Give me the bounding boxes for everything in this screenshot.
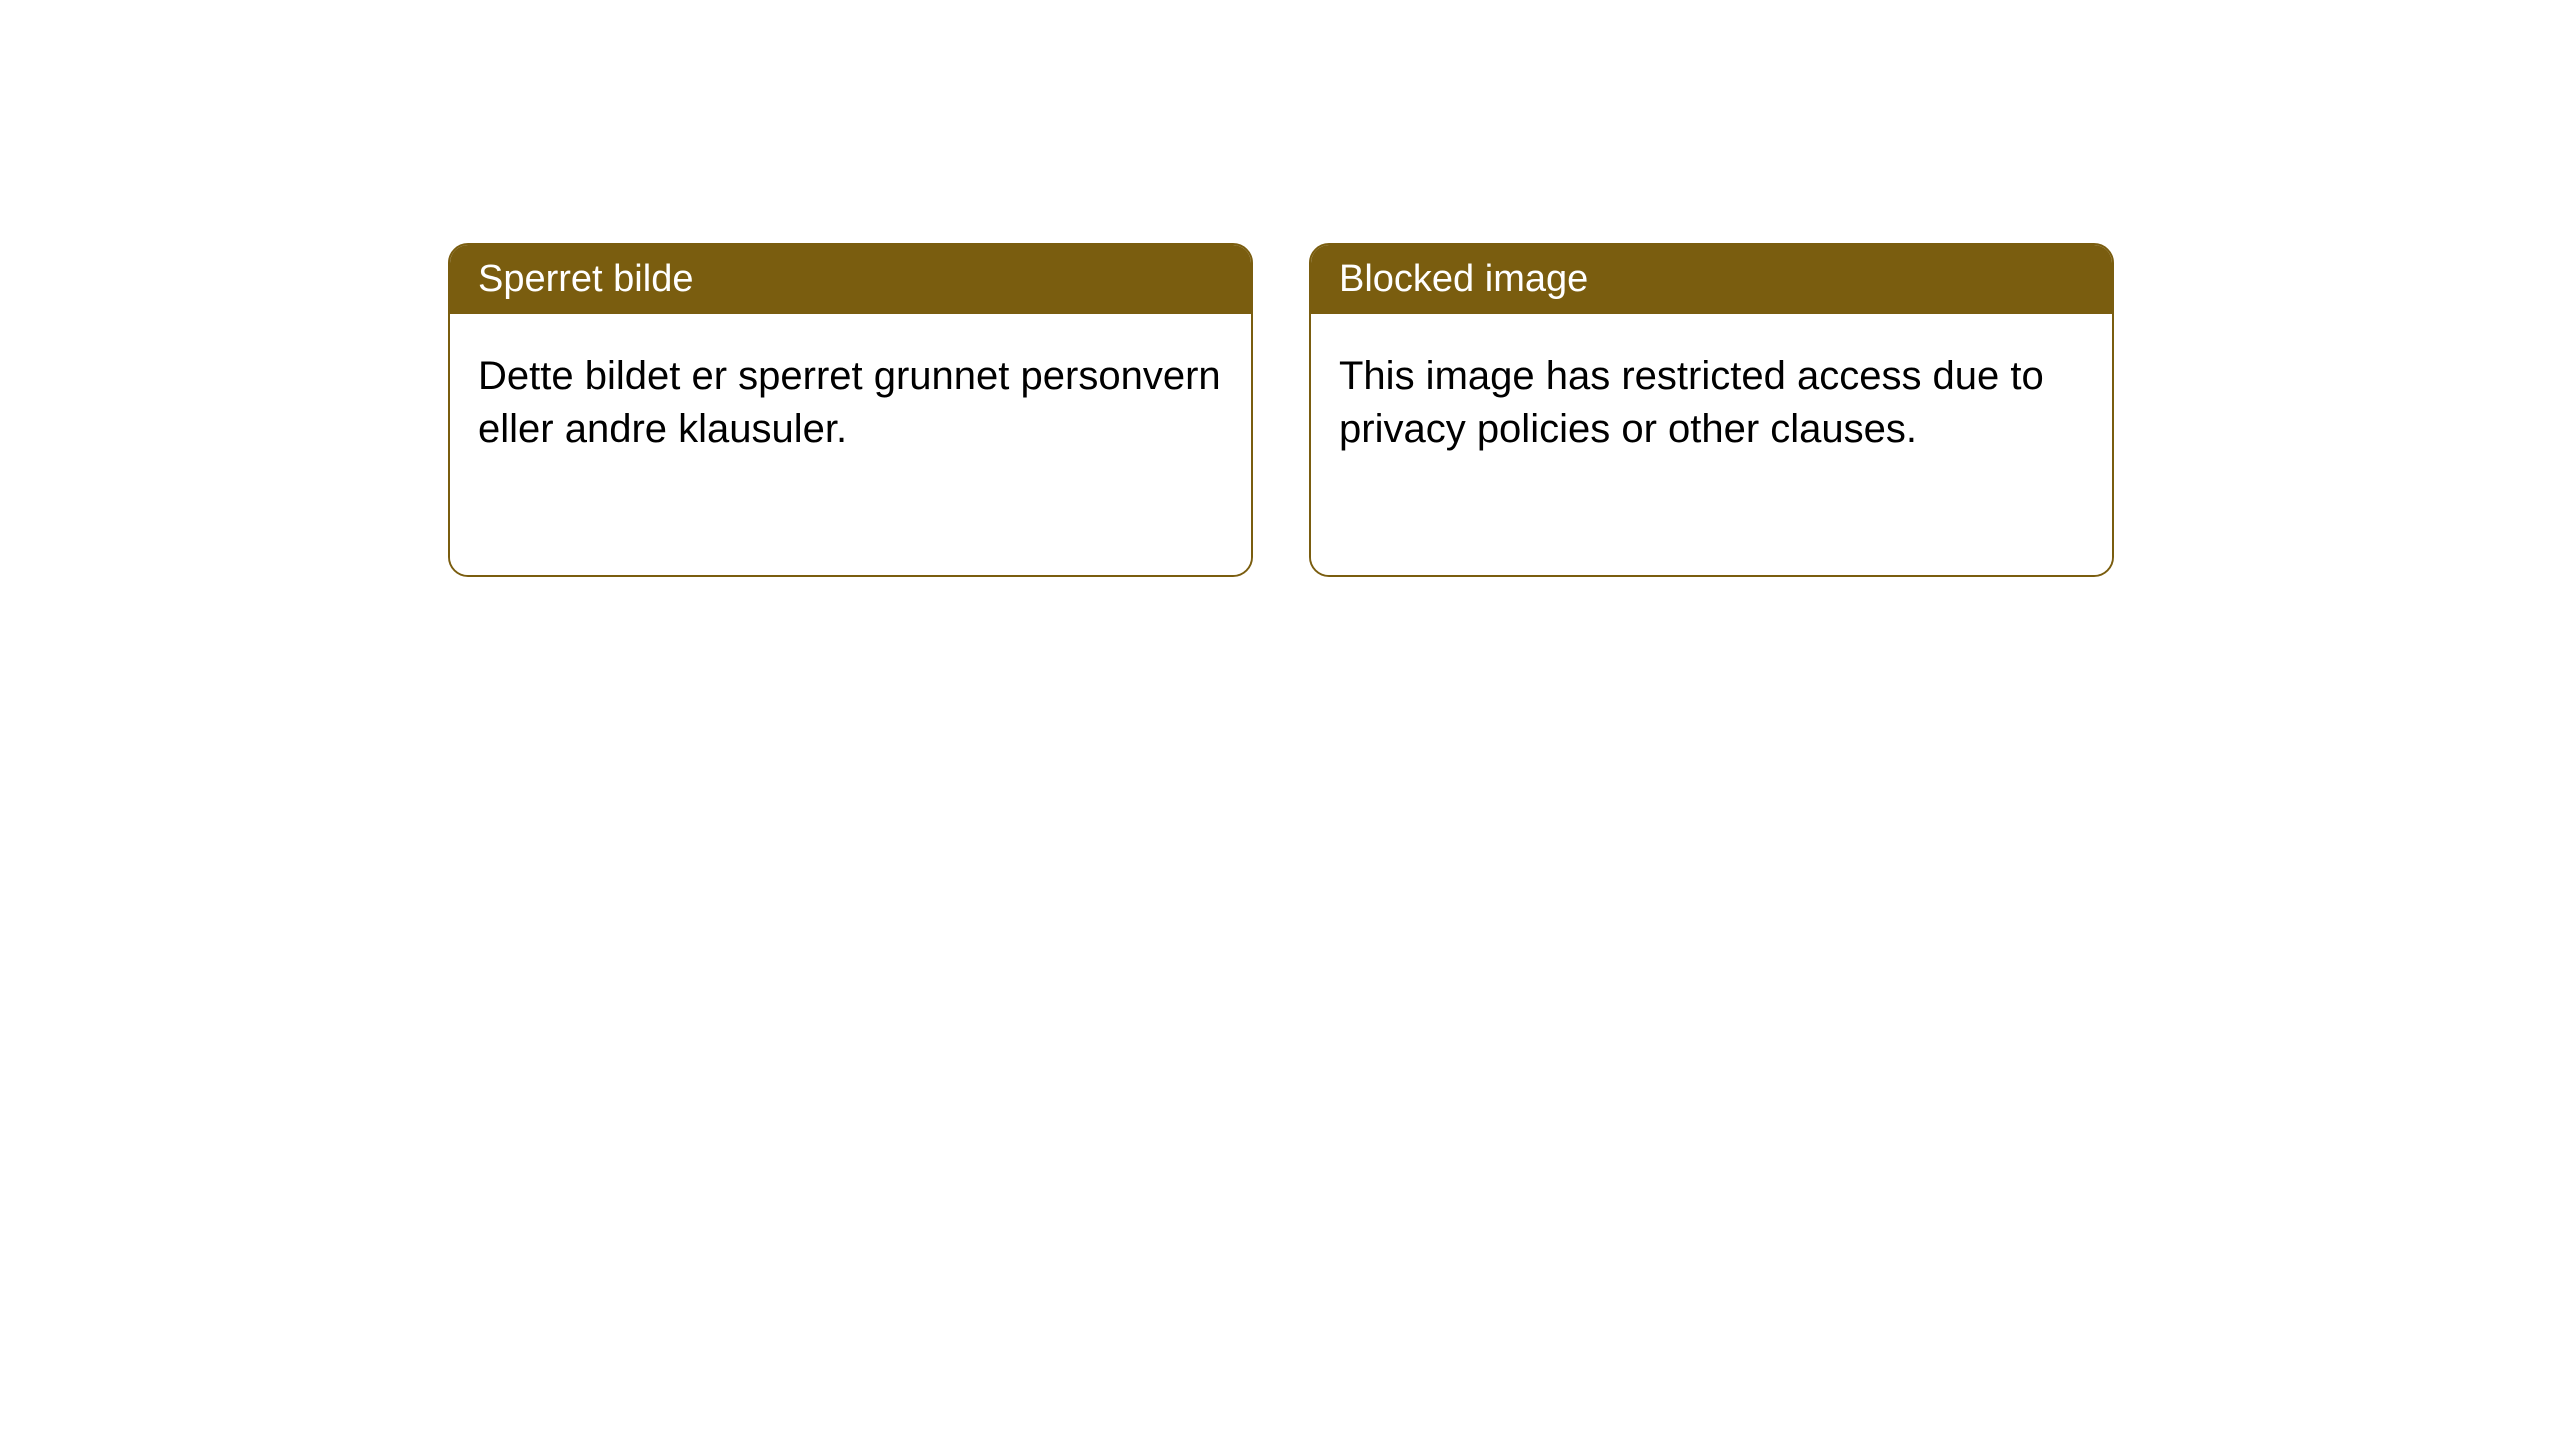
notice-text-english: This image has restricted access due to … (1339, 354, 2044, 451)
blocked-notice-norwegian: Sperret bilde Dette bildet er sperret gr… (448, 243, 1253, 577)
notice-header-norwegian: Sperret bilde (450, 245, 1251, 314)
notice-header-english: Blocked image (1311, 245, 2112, 314)
blocked-notice-english: Blocked image This image has restricted … (1309, 243, 2114, 577)
notice-text-norwegian: Dette bildet er sperret grunnet personve… (478, 354, 1221, 451)
notice-body-norwegian: Dette bildet er sperret grunnet personve… (450, 314, 1251, 575)
notice-title-norwegian: Sperret bilde (478, 258, 693, 300)
blocked-image-notices: Sperret bilde Dette bildet er sperret gr… (0, 0, 2560, 577)
notice-title-english: Blocked image (1339, 258, 1588, 300)
notice-body-english: This image has restricted access due to … (1311, 314, 2112, 575)
